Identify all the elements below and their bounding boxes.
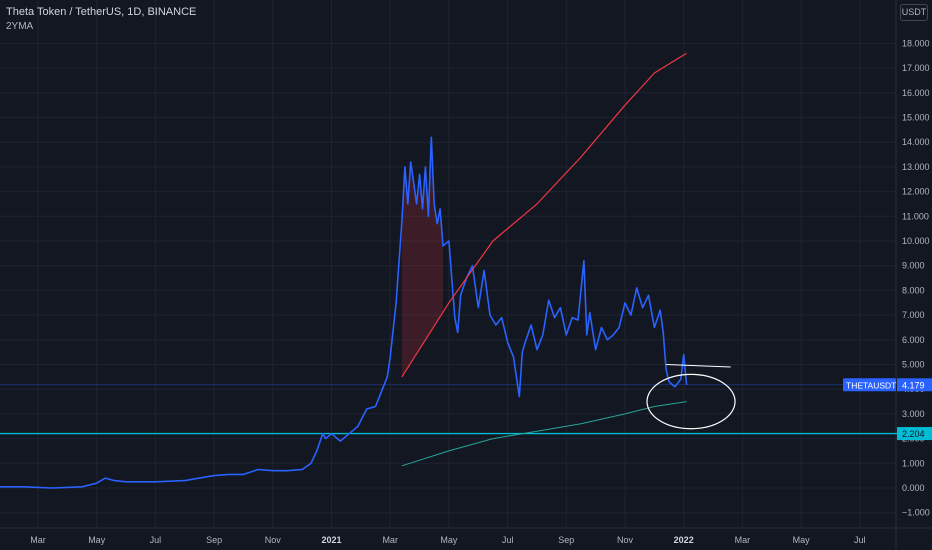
x-tick-label: May — [793, 535, 811, 545]
y-tick-label: −1.000 — [902, 508, 930, 518]
y-tick-label: 13.000 — [902, 162, 930, 172]
chart-title: Theta Token / TetherUS, 1D, BINANCE — [6, 6, 197, 18]
y-tick-label: 6.000 — [902, 335, 925, 345]
x-tick-label: May — [440, 535, 458, 545]
y-tick-label: 18.000 — [902, 38, 930, 48]
fill-region — [401, 137, 443, 377]
series-line-lower — [401, 401, 687, 467]
y-tick-label: 17.000 — [902, 63, 930, 73]
series-name-box — [843, 378, 896, 392]
price-value-label: 4.179 — [902, 380, 925, 390]
y-tick-label: 9.000 — [902, 261, 925, 271]
x-axis: Mar May Jul Sep Nov 2021 Mar May Jul Sep Nov 2022 Ma… — [30, 535, 865, 545]
x-tick-label: Nov — [265, 535, 282, 545]
y-tick-label: 8.000 — [902, 285, 925, 295]
x-tick-label: Nov — [617, 535, 634, 545]
series-lines — [0, 52, 688, 489]
y-tick-label: 3.000 — [902, 409, 925, 419]
price-labels: THETAUSDT 4.179 2.204 — [843, 378, 932, 441]
ma-fill-area — [401, 137, 443, 377]
y-tick-label: 1.000 — [902, 458, 925, 468]
y-tick-label: 15.000 — [902, 113, 930, 123]
y-tick-label: 11.000 — [902, 211, 929, 221]
y-tick-label: 14.000 — [902, 137, 930, 147]
y-tick-label: 12.000 — [902, 187, 930, 197]
price-value-box — [897, 378, 932, 392]
x-tick-label: 2022 — [674, 535, 694, 545]
x-tick-label: Jul — [150, 535, 162, 545]
circle-annotation — [646, 373, 736, 430]
annotations — [646, 364, 736, 430]
y-tick-label: 16.000 — [902, 88, 930, 98]
x-tick-label: Mar — [30, 535, 46, 545]
price-value-box — [897, 427, 932, 441]
price-value-label: 2.204 — [902, 429, 925, 439]
horizontal-lines — [0, 384, 932, 435]
y-tick-label: 5.000 — [902, 360, 925, 370]
series-line-2yma — [401, 52, 687, 378]
currency-badge[interactable]: USDT — [900, 4, 928, 21]
x-tick-label: Jul — [854, 535, 866, 545]
x-tick-label: May — [88, 535, 106, 545]
series-name-label: THETAUSDT — [846, 380, 896, 390]
indicator-label: 2YMA — [6, 21, 34, 32]
y-tick-label: 7.000 — [902, 310, 925, 320]
y-tick-label: 10.000 — [902, 236, 930, 246]
x-tick-label: Jul — [502, 535, 514, 545]
series-line-price — [0, 136, 688, 489]
x-tick-label: 2021 — [321, 535, 341, 545]
x-tick-label: Mar — [382, 535, 398, 545]
y-tick-label: 0.000 — [902, 483, 925, 493]
drawn-line-annotation — [666, 364, 731, 368]
x-tick-label: Mar — [735, 535, 751, 545]
x-tick-label: Sep — [206, 535, 222, 545]
x-tick-label: Sep — [558, 535, 574, 545]
